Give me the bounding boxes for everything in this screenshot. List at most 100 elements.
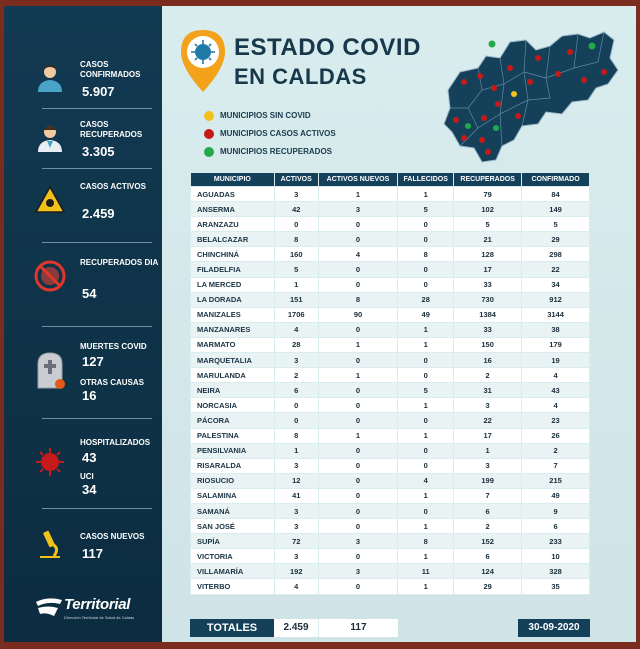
value-cell: 23 [521,412,590,429]
tombstone-icon [37,352,65,389]
table-row: FILADELFIA 5 0 0 17 22 [190,261,590,278]
value-cell: 8 [397,246,455,263]
virus-icon [36,448,64,476]
value-cell: 1 [397,336,455,354]
value-cell: 3 [273,185,319,203]
stat-value: 54 [82,286,97,301]
municipio-cell: AGUADAS [190,185,275,203]
value-cell: 1 [397,427,455,444]
value-cell: 26 [521,427,590,444]
person-icon [38,65,62,92]
stat-value: 5.907 [82,84,115,99]
value-cell: 298 [521,246,590,263]
value-cell: 1 [317,336,399,354]
page-subtitle: EN CALDAS [234,64,367,89]
value-cell: 1 [397,518,455,535]
value-cell: 79 [453,185,523,203]
table-row: MARULANDA 2 1 0 2 4 [190,367,590,384]
value-cell: 3 [453,397,523,414]
table-row: RISARALDA 3 0 0 3 7 [190,457,590,474]
value-cell: 149 [521,201,590,218]
value-cell: 1 [397,397,455,414]
value-cell: 0 [317,457,399,474]
value-cell: 49 [521,487,590,504]
value-cell: 4 [273,578,319,595]
value-cell: 22 [453,412,523,429]
municipio-cell: MANIZALES [190,306,275,323]
value-cell: 5 [521,216,590,233]
value-cell: 16 [453,352,523,369]
legend-dot-yellow [204,111,214,121]
column-header: ACTIVOS NUEVOS [317,172,399,187]
divider [42,242,152,243]
value-cell: 215 [521,472,590,489]
value-cell: 33 [453,321,523,338]
value-cell: 0 [397,276,455,293]
table-row: BELALCAZAR 8 0 0 21 29 [190,231,590,248]
value-cell: 152 [453,533,523,550]
value-cell: 35 [521,578,590,595]
municipio-cell: BELALCAZAR [190,231,275,248]
value-cell: 29 [453,578,523,595]
value-cell: 6 [453,548,523,565]
table-row: SAN JOSÉ 3 0 1 2 6 [190,518,590,535]
value-cell: 42 [273,201,319,218]
value-cell: 3 [273,502,319,520]
legend-label: MUNICIPIOS RECUPERADOS [220,147,333,156]
value-cell: 1 [397,487,455,504]
municipio-cell: RISARALDA [190,457,275,474]
value-cell: 28 [397,291,455,308]
divider [42,168,152,169]
value-cell: 0 [317,518,399,535]
value-cell: 5 [397,201,455,218]
value-cell: 0 [397,367,455,384]
value-cell: 1 [397,185,455,203]
table-row: SALAMINA 41 0 1 7 49 [190,487,590,504]
table-row: ARANZAZU 0 0 0 5 5 [190,216,590,233]
value-cell: 0 [317,578,399,595]
warning-virus-icon [34,185,66,213]
value-cell: 0 [317,412,399,429]
municipio-cell: PALESTINA [190,427,275,444]
municipio-cell: MARMATO [190,336,275,354]
stat-label: CASOS RECUPERADOS [80,120,143,139]
stat-label: UCI [80,472,94,481]
value-cell: 0 [317,487,399,504]
value-cell: 1 [397,321,455,338]
value-cell: 4 [521,367,590,384]
municipio-cell: FILADELFIA [190,261,275,278]
stat-value: 117 [82,546,103,561]
table-row: MANZANARES 4 0 1 33 38 [190,321,590,338]
column-header: MUNICIPIO [190,172,275,187]
table-row: NEIRA 6 0 5 31 43 [190,382,590,399]
value-cell: 0 [317,261,399,278]
value-cell: 43 [521,382,590,399]
value-cell: 3 [453,457,523,474]
value-cell: 0 [317,397,399,414]
value-cell: 10 [521,548,590,565]
value-cell: 34 [521,276,590,293]
map-pin-icon [181,30,225,92]
value-cell: 38 [521,321,590,338]
value-cell: 7 [453,487,523,504]
table-row: PÁCORA 0 0 0 22 23 [190,412,590,429]
table-row: ANSERMA 42 3 5 102 149 [190,201,590,218]
table-row: VICTORIA 3 0 1 6 10 [190,548,590,565]
municipio-cell: LA DORADA [190,291,275,308]
totals-activos-nuevos: 117 [318,619,398,637]
municipio-cell: RIOSUCIO [190,472,275,489]
value-cell: 199 [453,472,523,489]
main-panel: ESTADO COVID EN CALDAS MUNICIPIOS SIN CO… [162,6,636,642]
table-header-row: MUNICIPIO ACTIVOS ACTIVOS NUEVOS FALLECIDOS… [190,172,590,187]
value-cell: 84 [521,185,590,203]
municipio-cell: ARANZAZU [190,216,275,233]
value-cell: 160 [273,246,319,263]
value-cell: 28 [273,336,319,354]
totals-row: TOTALES 2.459 117 30-09-2020 [190,619,590,637]
value-cell: 3144 [521,306,590,323]
value-cell: 90 [317,306,399,323]
divider [42,508,152,509]
value-cell: 22 [521,261,590,278]
value-cell: 1 [273,276,319,293]
value-cell: 17 [453,261,523,278]
